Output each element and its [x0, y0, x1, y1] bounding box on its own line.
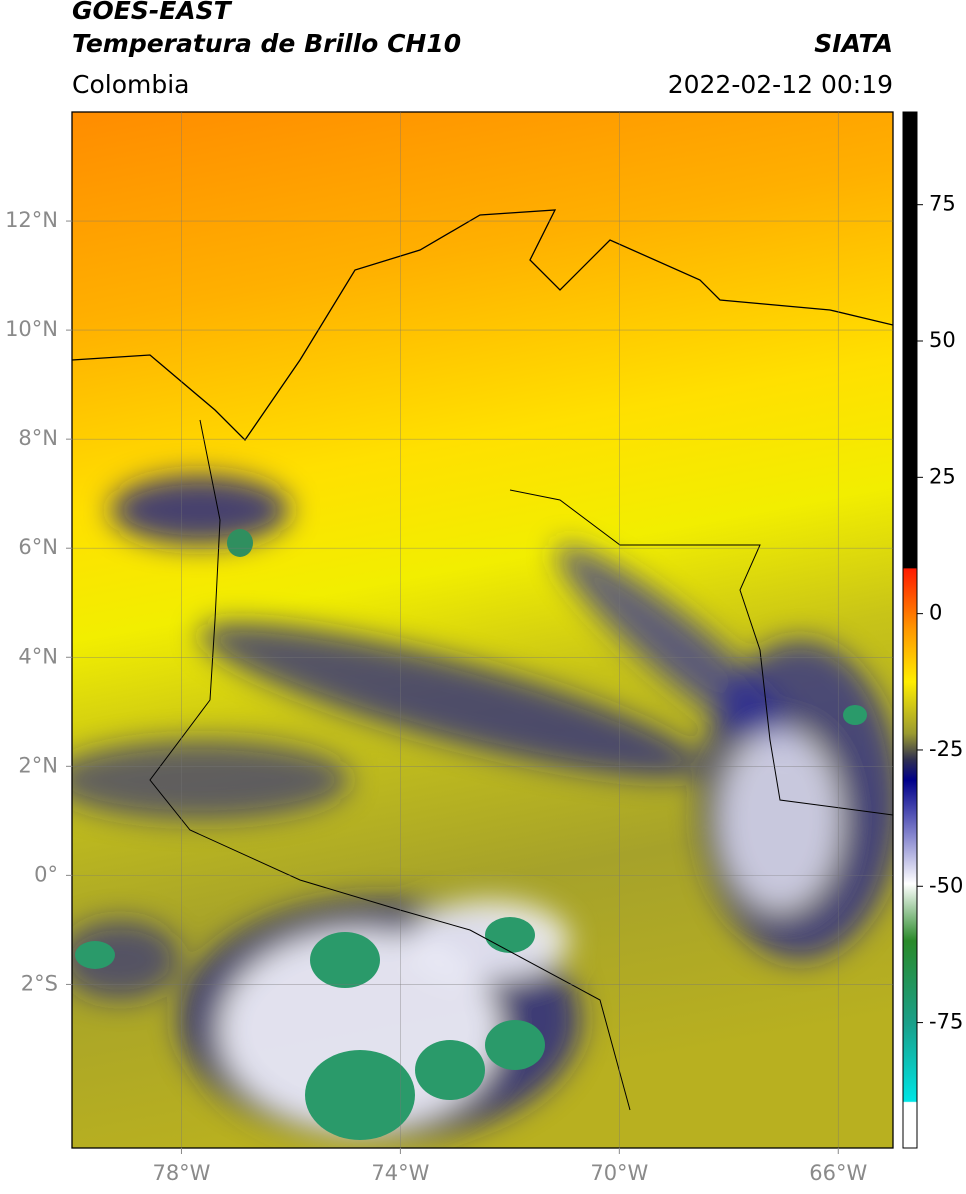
- colorbar-tick-label: 50: [929, 328, 956, 352]
- y-tick-label: 10°N: [5, 317, 58, 341]
- y-tick-label: 6°N: [18, 535, 58, 559]
- region: Colombia: [72, 70, 189, 99]
- map-frame: [71, 111, 894, 1149]
- colorbar-tick-label: -25: [929, 737, 963, 761]
- y-tick-label: 2°S: [21, 971, 58, 995]
- colorbar-tick-label: 25: [929, 464, 956, 488]
- timestamp: 2022-02-12 00:19: [668, 70, 893, 99]
- x-tick-label: 70°W: [590, 1161, 648, 1185]
- colorbar: [902, 111, 918, 1149]
- y-tick-label: 0°: [34, 862, 58, 886]
- subtitle: Temperatura de Brillo CH10: [72, 29, 461, 58]
- colorbar-tick-label: -75: [929, 1010, 963, 1034]
- y-tick-label: 8°N: [18, 426, 58, 450]
- x-tick-label: 66°W: [809, 1161, 867, 1185]
- y-tick-label: 2°N: [18, 753, 58, 777]
- x-tick-label: 74°W: [371, 1161, 429, 1185]
- colorbar-tick-label: -50: [929, 873, 963, 897]
- title: GOES-EAST: [72, 0, 233, 25]
- y-tick-label: 4°N: [18, 644, 58, 668]
- y-tick-label: 12°N: [5, 208, 58, 232]
- satellite-image: [72, 112, 893, 1148]
- x-tick-label: 78°W: [152, 1161, 210, 1185]
- source: SIATA: [814, 29, 893, 58]
- colorbar-tick-label: 0: [929, 601, 942, 625]
- colorbar-tick-label: 75: [929, 192, 956, 216]
